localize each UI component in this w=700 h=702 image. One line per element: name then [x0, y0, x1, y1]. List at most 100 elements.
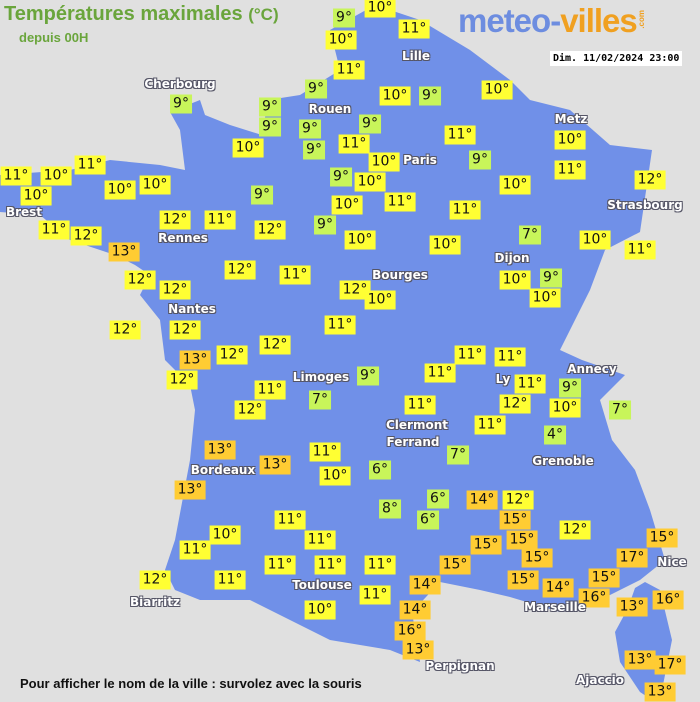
temperature-label[interactable]: 15°: [439, 555, 471, 575]
temperature-label[interactable]: 10°: [104, 180, 136, 200]
temperature-label[interactable]: 16°: [652, 590, 684, 610]
temperature-label[interactable]: 11°: [554, 160, 586, 180]
temperature-label[interactable]: 7°: [519, 225, 541, 245]
temperature-label[interactable]: 12°: [502, 490, 534, 510]
temperature-label[interactable]: 11°: [454, 345, 486, 365]
temperature-label[interactable]: 13°: [204, 440, 236, 460]
meteo-villes-logo[interactable]: meteo-villes.com: [458, 2, 646, 40]
temperature-label[interactable]: 17°: [616, 548, 648, 568]
temperature-label[interactable]: 10°: [429, 235, 461, 255]
temperature-label[interactable]: 10°: [554, 130, 586, 150]
temperature-label[interactable]: 11°: [204, 210, 236, 230]
temperature-label[interactable]: 10°: [20, 186, 52, 206]
temperature-label[interactable]: 14°: [466, 490, 498, 510]
temperature-label[interactable]: 11°: [404, 395, 436, 415]
temperature-label[interactable]: 14°: [409, 575, 441, 595]
temperature-label[interactable]: 12°: [109, 320, 141, 340]
temperature-label[interactable]: 13°: [644, 682, 676, 702]
temperature-label[interactable]: 11°: [254, 380, 286, 400]
temperature-label[interactable]: 11°: [359, 585, 391, 605]
temperature-label[interactable]: 16°: [578, 588, 610, 608]
temperature-label[interactable]: 15°: [507, 570, 539, 590]
temperature-label[interactable]: 9°: [314, 215, 336, 235]
temperature-label[interactable]: 10°: [40, 166, 72, 186]
temperature-label[interactable]: 15°: [470, 535, 502, 555]
temperature-label[interactable]: 14°: [542, 578, 574, 598]
temperature-label[interactable]: 11°: [514, 374, 546, 394]
temperature-label[interactable]: 12°: [166, 370, 198, 390]
temperature-label[interactable]: 11°: [274, 510, 306, 530]
temperature-label[interactable]: 11°: [474, 415, 506, 435]
temperature-label[interactable]: 10°: [368, 152, 400, 172]
temperature-label[interactable]: 6°: [427, 489, 449, 509]
temperature-label[interactable]: 9°: [540, 268, 562, 288]
temperature-label[interactable]: 13°: [624, 650, 656, 670]
temperature-label[interactable]: 17°: [654, 655, 686, 675]
temperature-label[interactable]: 12°: [634, 170, 666, 190]
temperature-label[interactable]: 12°: [224, 260, 256, 280]
temperature-label[interactable]: 13°: [616, 597, 648, 617]
temperature-label[interactable]: 12°: [499, 394, 531, 414]
temperature-label[interactable]: 12°: [216, 345, 248, 365]
temperature-label[interactable]: 10°: [579, 230, 611, 250]
temperature-label[interactable]: 10°: [139, 175, 171, 195]
temperature-label[interactable]: 9°: [357, 366, 379, 386]
temperature-label[interactable]: 10°: [481, 80, 513, 100]
temperature-label[interactable]: 10°: [379, 86, 411, 106]
temperature-label[interactable]: 11°: [309, 442, 341, 462]
temperature-label[interactable]: 15°: [499, 510, 531, 530]
temperature-label[interactable]: 11°: [38, 220, 70, 240]
temperature-label[interactable]: 9°: [259, 117, 281, 137]
temperature-label[interactable]: 10°: [304, 600, 336, 620]
temperature-label[interactable]: 10°: [364, 290, 396, 310]
temperature-label[interactable]: 11°: [494, 347, 526, 367]
temperature-label[interactable]: 10°: [529, 288, 561, 308]
temperature-label[interactable]: 11°: [279, 265, 311, 285]
temperature-label[interactable]: 11°: [384, 192, 416, 212]
temperature-label[interactable]: 12°: [139, 570, 171, 590]
temperature-label[interactable]: 7°: [447, 445, 469, 465]
temperature-label[interactable]: 9°: [419, 86, 441, 106]
temperature-label[interactable]: 11°: [398, 19, 430, 39]
temperature-label[interactable]: 11°: [424, 363, 456, 383]
temperature-label[interactable]: 11°: [324, 315, 356, 335]
temperature-label[interactable]: 9°: [333, 8, 355, 28]
temperature-label[interactable]: 10°: [209, 525, 241, 545]
temperature-label[interactable]: 10°: [364, 0, 396, 18]
temperature-label[interactable]: 11°: [0, 166, 32, 186]
temperature-label[interactable]: 10°: [499, 270, 531, 290]
temperature-label[interactable]: 9°: [305, 79, 327, 99]
temperature-label[interactable]: 13°: [259, 455, 291, 475]
temperature-label[interactable]: 11°: [333, 60, 365, 80]
temperature-label[interactable]: 16°: [394, 621, 426, 641]
temperature-label[interactable]: 12°: [159, 280, 191, 300]
temperature-label[interactable]: 11°: [264, 555, 296, 575]
temperature-label[interactable]: 12°: [70, 226, 102, 246]
temperature-label[interactable]: 8°: [379, 499, 401, 519]
temperature-label[interactable]: 9°: [170, 94, 192, 114]
temperature-label[interactable]: 6°: [417, 510, 439, 530]
temperature-label[interactable]: 11°: [624, 240, 656, 260]
temperature-label[interactable]: 11°: [314, 555, 346, 575]
temperature-label[interactable]: 7°: [309, 390, 331, 410]
temperature-label[interactable]: 12°: [259, 335, 291, 355]
temperature-label[interactable]: 10°: [319, 466, 351, 486]
temperature-label[interactable]: 10°: [331, 195, 363, 215]
temperature-label[interactable]: 7°: [609, 400, 631, 420]
temperature-label[interactable]: 4°: [544, 425, 566, 445]
temperature-label[interactable]: 12°: [159, 210, 191, 230]
temperature-label[interactable]: 12°: [339, 280, 371, 300]
temperature-label[interactable]: 11°: [338, 134, 370, 154]
temperature-label[interactable]: 13°: [174, 480, 206, 500]
temperature-label[interactable]: 9°: [259, 97, 281, 117]
temperature-label[interactable]: 11°: [444, 125, 476, 145]
temperature-label[interactable]: 15°: [521, 548, 553, 568]
temperature-label[interactable]: 15°: [506, 530, 538, 550]
temperature-label[interactable]: 10°: [549, 398, 581, 418]
temperature-label[interactable]: 10°: [354, 172, 386, 192]
temperature-label[interactable]: 10°: [499, 175, 531, 195]
temperature-label[interactable]: 12°: [234, 400, 266, 420]
temperature-label[interactable]: 10°: [325, 30, 357, 50]
temperature-label[interactable]: 14°: [399, 600, 431, 620]
temperature-label[interactable]: 11°: [214, 570, 246, 590]
